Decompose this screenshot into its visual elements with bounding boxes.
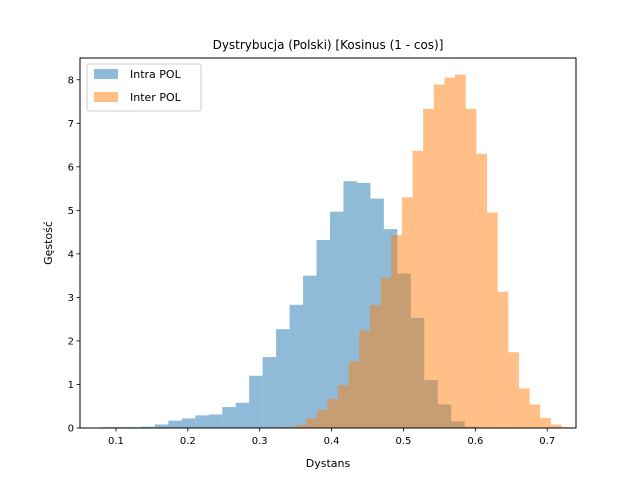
histogram-bar [208,414,223,428]
histogram-bar [316,409,328,428]
histogram-bar [195,415,209,428]
histogram-bar [391,235,402,428]
y-tick-label: 1 [68,380,74,391]
histogram-bar [235,402,250,428]
histogram-bar [508,352,519,428]
histogram-bar [433,84,445,429]
legend-swatch-intra [94,69,118,79]
histogram-bar [359,330,370,428]
histogram-bar [369,305,381,428]
x-tick-label: 0.7 [539,436,555,447]
x-tick-label: 0.3 [252,436,268,447]
histogram-bar [465,108,477,429]
histogram-bar [497,291,509,428]
x-tick-label: 0.6 [467,436,483,447]
legend-label-inter: Inter POL [130,91,182,104]
y-tick-label: 6 [68,162,74,173]
histogram-bar [487,212,498,428]
histogram-bar [262,357,277,428]
chart-title: Dystrybucja (Polski) [Kosinus (1 - cos)] [213,38,444,52]
histogram-bar [306,418,317,428]
x-tick-label: 0.5 [396,436,412,447]
histogram-bar [380,277,392,428]
histogram-bar [476,153,488,428]
histogram-bar [330,211,344,428]
y-tick-label: 5 [68,206,74,217]
histogram-bar [412,150,424,428]
x-tick-label: 0.2 [180,436,196,447]
legend-swatch-inter [94,92,118,102]
histogram-bar [327,398,339,428]
histogram-bar [540,417,551,428]
plot-frame [79,57,577,429]
histogram-bar [401,197,413,428]
y-tick-label: 0 [68,424,74,435]
histogram-bar [518,388,530,428]
histogram-bar [550,424,562,428]
y-tick-label: 2 [68,336,74,347]
histogram-bar [295,424,307,428]
histogram-bar [289,304,304,428]
x-axis-label: Dystans [306,457,351,470]
y-axis: 0 1 2 3 4 5 6 7 8 [68,75,80,435]
x-tick-label: 0.4 [324,436,340,447]
legend: Intra POL Inter POL [86,63,202,112]
histogram-bar [181,418,196,428]
x-tick-label: 0.1 [108,436,124,447]
legend-label-intra: Intra POL [130,68,182,81]
histogram-bar [455,74,466,428]
histogram-bar [423,108,434,429]
histogram-bar [249,375,263,428]
y-tick-label: 7 [68,119,74,130]
histogram-bar [316,239,330,428]
histogram-bar [154,424,169,428]
y-tick-label: 3 [68,293,74,304]
histogram-bar [529,404,541,428]
y-axis-label: Gęstość [42,221,55,265]
y-tick-label: 4 [68,249,74,260]
x-axis: 0.1 0.2 0.3 0.4 0.5 0.6 0.7 [108,428,555,447]
histogram-bar [338,385,349,428]
histogram-bar [168,420,182,428]
bars-layer [100,74,573,429]
histogram-bar [303,275,317,428]
histogram-bar [444,77,456,428]
histogram-bar [141,426,155,428]
y-tick-label: 8 [68,75,74,86]
histogram-bar [276,329,290,428]
histogram-bar [348,361,360,428]
histogram-bar [222,407,236,428]
